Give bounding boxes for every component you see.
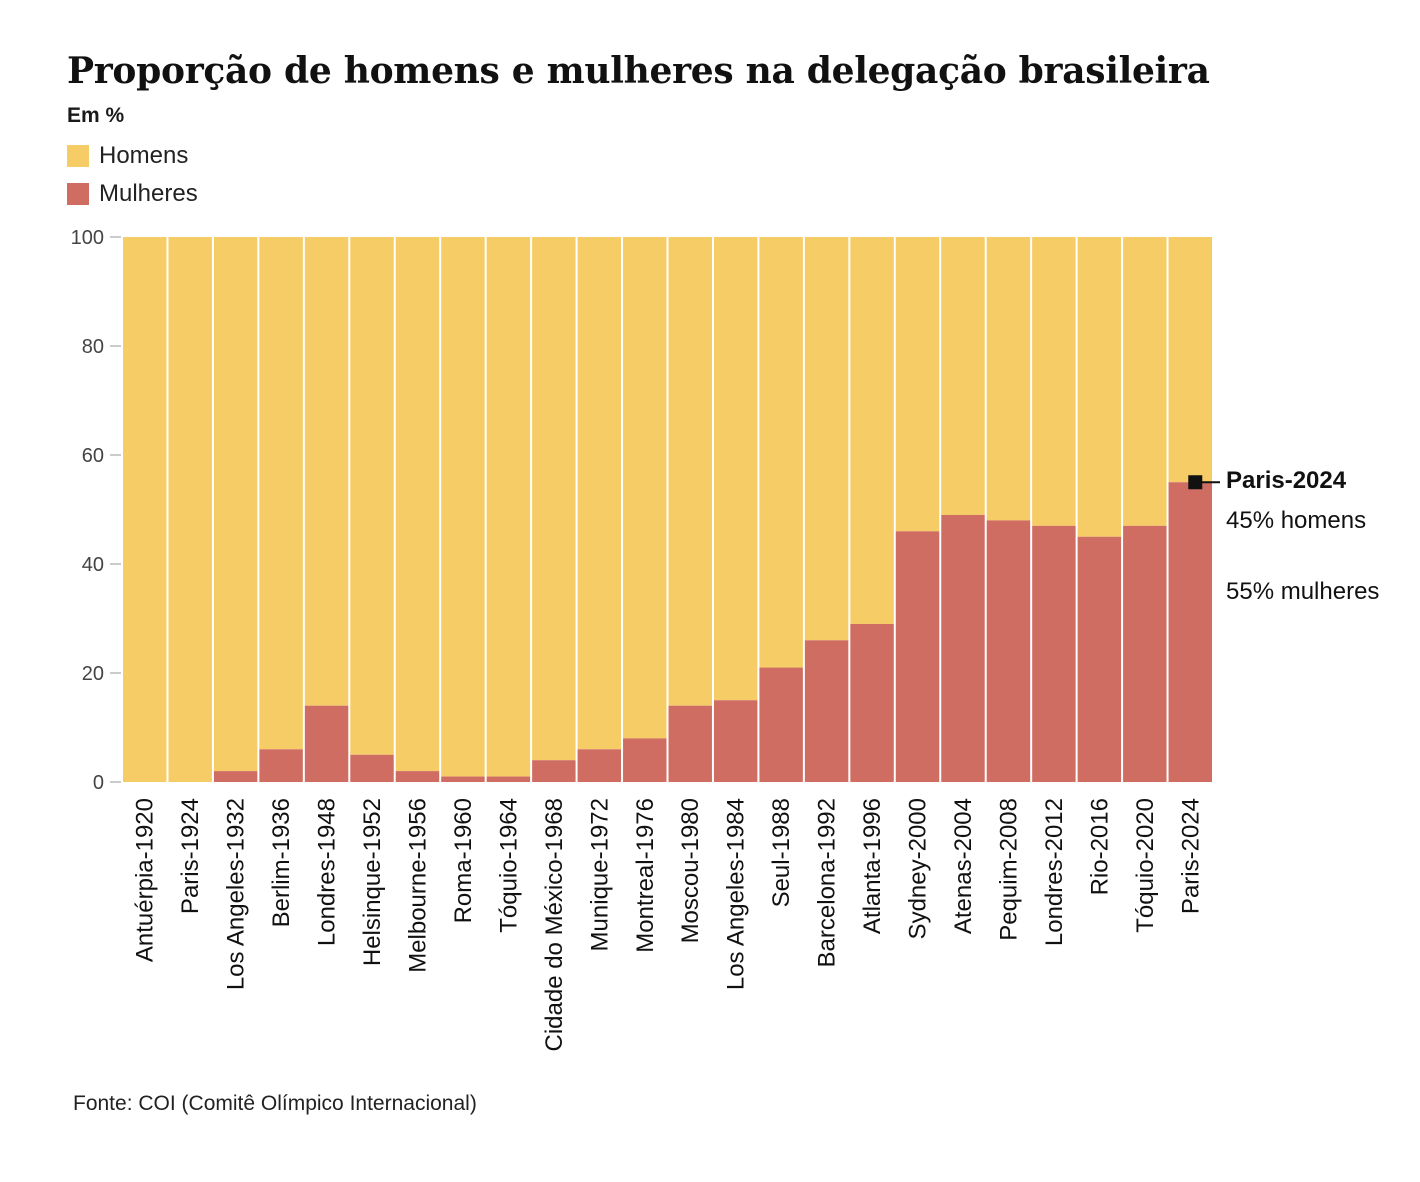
annotation-women-text: 55% mulheres xyxy=(1226,578,1380,605)
y-tick-label: 20 xyxy=(82,663,104,685)
x-tick-label: Montreal-1976 xyxy=(632,798,659,953)
legend-label-mulheres: Mulheres xyxy=(99,180,198,207)
x-tick-label: Atenas-2004 xyxy=(950,798,977,934)
y-tick-label: 0 xyxy=(93,772,104,794)
annotation-marker xyxy=(1188,475,1203,490)
bar-mulheres xyxy=(1168,482,1212,782)
bar-homens xyxy=(123,237,167,782)
bar-homens xyxy=(850,237,894,624)
bar-mulheres xyxy=(350,754,394,782)
bar-homens xyxy=(213,237,258,772)
bar-homens xyxy=(1168,237,1212,483)
bar-mulheres xyxy=(895,531,940,782)
legend-item-homens: Homens xyxy=(67,137,198,175)
bar-homens xyxy=(1077,237,1122,537)
x-tick-label: Moscou-1980 xyxy=(677,798,704,943)
x-tick-label: Los Angeles-1932 xyxy=(223,798,250,990)
x-tick-label: Tóquio-2020 xyxy=(1132,798,1159,933)
bar-mulheres xyxy=(713,700,758,782)
x-tick-label: Tóquio-1964 xyxy=(495,798,522,933)
bar-homens xyxy=(1032,237,1076,526)
legend-swatch-homens xyxy=(67,145,89,167)
bar-mulheres xyxy=(941,514,985,782)
y-axis: 0 20 40 60 80 100 xyxy=(71,227,121,794)
bar-mulheres xyxy=(304,705,349,782)
bar-homens xyxy=(895,237,940,532)
bar-mulheres xyxy=(1077,536,1122,782)
bar-mulheres xyxy=(532,760,576,782)
x-tick-label: Pequim-2008 xyxy=(995,798,1022,941)
bar-homens xyxy=(486,237,531,777)
x-tick-label: Munique-1972 xyxy=(586,798,613,951)
chart-title: Proporção de homens e mulheres na delega… xyxy=(67,50,1210,92)
x-tick-label: Los Angeles-1984 xyxy=(723,798,750,990)
y-tick-label: 60 xyxy=(82,445,104,467)
x-tick-label: Londres-1948 xyxy=(314,798,341,946)
legend-swatch-mulheres xyxy=(67,183,89,205)
chart-subtitle: Em % xyxy=(67,104,125,127)
legend: Homens Mulheres xyxy=(67,137,198,213)
x-tick-label: Sydney-2000 xyxy=(905,798,932,939)
x-tick-label: Roma-1960 xyxy=(450,798,477,923)
y-tick-label: 100 xyxy=(71,227,104,249)
bar-homens xyxy=(259,237,303,750)
bar-mulheres xyxy=(668,705,712,782)
bar-mulheres xyxy=(395,771,440,782)
x-tick-label: Atlanta-1996 xyxy=(859,798,886,934)
bar-mulheres xyxy=(441,776,485,782)
bar-mulheres xyxy=(986,520,1031,782)
x-tick-label: Antuérpia-1920 xyxy=(132,798,159,962)
bar-mulheres xyxy=(577,749,622,782)
bar-homens xyxy=(804,237,849,641)
bar-mulheres xyxy=(1032,525,1076,782)
bar-homens xyxy=(668,237,712,706)
bar-homens xyxy=(986,237,1031,521)
bar-homens xyxy=(168,237,212,782)
x-tick-label: Melbourne-1956 xyxy=(404,798,431,973)
bar-mulheres xyxy=(213,771,258,782)
bar-homens xyxy=(941,237,985,515)
x-tick-label: Paris-2024 xyxy=(1177,798,1204,914)
bar-mulheres xyxy=(623,738,667,782)
x-tick-label: Seul-1988 xyxy=(768,798,795,907)
legend-label-homens: Homens xyxy=(99,142,189,169)
bar-mulheres xyxy=(804,640,849,782)
bar-homens xyxy=(1123,237,1167,526)
bar-mulheres xyxy=(259,749,303,782)
y-tick-label: 40 xyxy=(82,554,104,576)
bar-homens xyxy=(441,237,485,777)
bar-homens xyxy=(532,237,576,761)
legend-item-mulheres: Mulheres xyxy=(67,175,198,213)
bar-homens xyxy=(395,237,440,772)
source-note: Fonte: COI (Comitê Olímpico Internaciona… xyxy=(73,1092,477,1115)
bar-homens xyxy=(759,237,803,668)
bar-mulheres xyxy=(1123,525,1167,782)
bar-mulheres xyxy=(759,667,803,782)
y-tick-label: 80 xyxy=(82,336,104,358)
bar-mulheres xyxy=(486,776,531,782)
bars-layer xyxy=(123,237,1212,782)
x-tick-label: Helsinque-1952 xyxy=(359,798,386,966)
x-tick-label: Barcelona-1992 xyxy=(814,798,841,967)
annotation-title: Paris-2024 xyxy=(1226,467,1347,494)
x-tick-label: Paris-1924 xyxy=(177,798,204,914)
annotation-men-text: 45% homens xyxy=(1226,507,1367,534)
bar-homens xyxy=(304,237,349,706)
x-tick-label: Rio-2016 xyxy=(1086,798,1113,895)
bar-homens xyxy=(350,237,394,755)
x-tick-label: Berlim-1936 xyxy=(268,798,295,927)
annotation-marker-layer xyxy=(1188,475,1220,490)
bar-homens xyxy=(623,237,667,739)
x-axis: Antuérpia-1920 Paris-1924 Los Angeles-1932… xyxy=(132,798,1205,1052)
bar-homens xyxy=(713,237,758,701)
x-tick-label: Londres-2012 xyxy=(1041,798,1068,946)
bar-homens xyxy=(577,237,622,750)
bar-mulheres xyxy=(850,623,894,782)
x-tick-label: Cidade do México-1968 xyxy=(541,798,568,1052)
